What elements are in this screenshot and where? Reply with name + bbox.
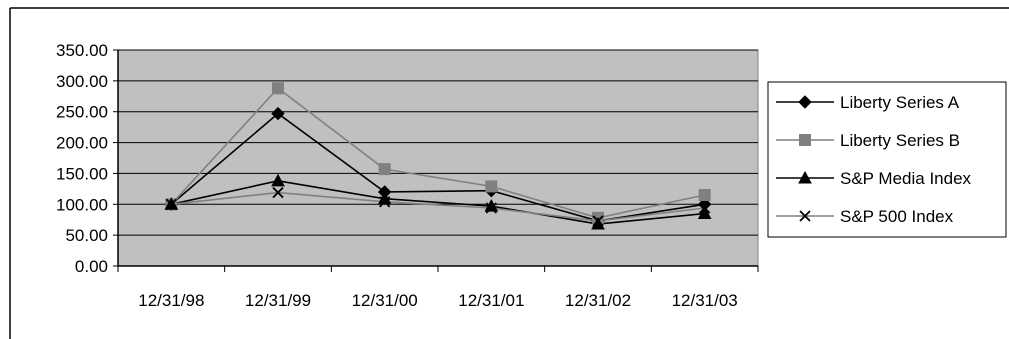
data-point — [697, 206, 712, 220]
y-tick-label: 250.00 — [56, 103, 108, 122]
x-axis: 12/31/98 12/31/99 12/31/00 12/31/01 12/31/02… — [117, 265, 759, 310]
data-point-stroke — [272, 186, 284, 199]
series-markers — [164, 82, 712, 230]
data-point-stroke — [699, 202, 711, 214]
data-point — [271, 106, 285, 121]
x-tick-label: 12/31/00 — [352, 291, 418, 310]
x-tick-label: 12/31/01 — [458, 291, 524, 310]
legend-marker — [799, 210, 811, 222]
legend: Liberty Series A Liberty Series B S&P Medi… — [767, 81, 1007, 238]
legend-label: Liberty Series B — [840, 131, 960, 150]
data-point-stroke — [485, 202, 497, 214]
legend-marker — [799, 134, 811, 146]
data-point — [592, 215, 604, 227]
gridlines — [118, 49, 758, 236]
legend-label: S&P 500 Index — [840, 207, 954, 226]
y-axis: 0.00 50.00 100.00 150.00 200.00 250.00 300.00 3… — [56, 41, 119, 276]
data-point-stroke — [379, 196, 391, 208]
x-tick-label: 12/31/03 — [672, 291, 738, 310]
data-point — [378, 163, 391, 176]
data-point — [272, 186, 284, 199]
data-point-stroke — [592, 215, 604, 227]
legend-label: S&P Media Index — [840, 169, 972, 188]
data-point — [698, 189, 711, 202]
x-tick-label: 12/31/02 — [565, 291, 631, 310]
x-tick-label: 12/31/99 — [245, 291, 311, 310]
y-tick-label: 200.00 — [56, 134, 108, 153]
data-point — [272, 82, 284, 95]
data-point — [271, 173, 285, 187]
series-line — [170, 87, 705, 219]
series-line — [171, 191, 705, 222]
y-tick-label: 0.00 — [75, 257, 108, 276]
y-tick-label: 300.00 — [56, 72, 108, 91]
data-point-stroke — [165, 198, 177, 210]
data-point — [379, 196, 391, 208]
series-line — [171, 180, 705, 225]
data-point — [165, 198, 177, 210]
data-point — [485, 202, 497, 214]
legend-marker-stroke — [799, 210, 811, 222]
series-lines — [170, 87, 705, 225]
legend-marker — [798, 95, 812, 109]
data-point — [485, 180, 498, 193]
y-tick-label: 350.00 — [56, 41, 108, 60]
legend-marker — [798, 170, 812, 184]
legend-label: Liberty Series A — [840, 93, 960, 112]
data-point — [699, 202, 711, 214]
legend-box — [767, 81, 1007, 238]
x-tick-label: 12/31/98 — [138, 291, 204, 310]
y-tick-label: 100.00 — [56, 195, 108, 214]
y-tick-label: 50.00 — [65, 226, 108, 245]
y-tick-label: 150.00 — [56, 164, 108, 183]
